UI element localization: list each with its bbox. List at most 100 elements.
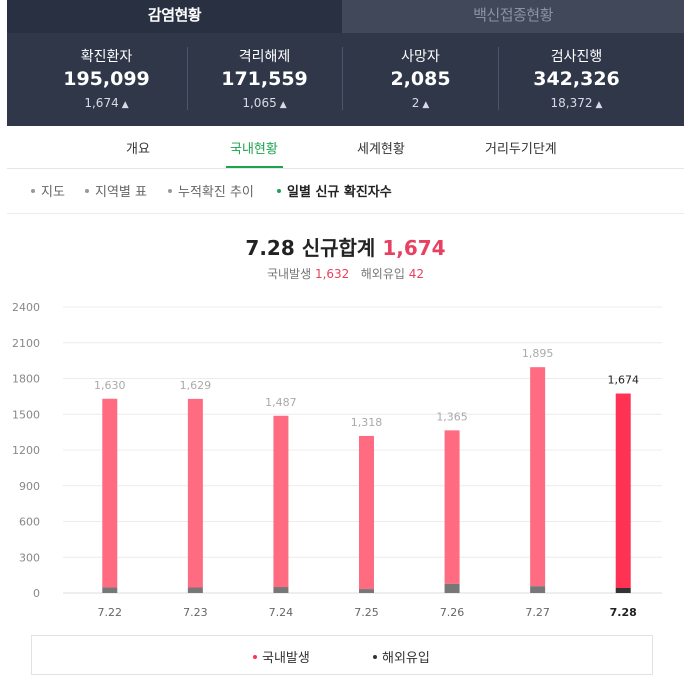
chip-regional-table[interactable]: 지역별 표 (85, 181, 147, 200)
x-tick-label: 7.23 (183, 606, 208, 619)
chip-daily-new-cases[interactable]: 일별 신규 확진자수 (277, 181, 392, 200)
up-arrow-icon: ▲ (279, 100, 287, 110)
subnav-overview[interactable]: 개요 (126, 142, 150, 157)
sub-navigation: 개요 국내현황 세계현황 거리두기단계 (7, 126, 684, 169)
tab-vaccination-status[interactable]: 백신접종현황 (342, 0, 684, 33)
covid-dashboard: 감염현황 백신접종현황 확진환자 195,099 1,674 ▲ 격리해제 171… (7, 0, 684, 690)
stat-label: 검사진행 (550, 49, 603, 65)
stat-value: 2,085 (390, 68, 451, 90)
bar-overseas (273, 587, 289, 593)
active-tab-underline (226, 166, 283, 168)
legend-overseas[interactable]: 해외유입 (373, 647, 430, 666)
legend-label: 국내발생 (262, 651, 310, 666)
domestic-value: 1,632 (314, 267, 350, 281)
stat-change: 2 ▲ (336, 96, 505, 110)
bar-domestic (615, 393, 631, 588)
summary-panel: 감염현황 백신접종현황 확진환자 195,099 1,674 ▲ 격리해제 171… (7, 0, 684, 126)
y-tick-label: 1500 (12, 408, 40, 421)
bar-domestic (359, 435, 374, 590)
bar-domestic (273, 415, 289, 588)
x-tick-label: 7.26 (440, 606, 465, 619)
bar-domestic (530, 367, 546, 587)
bar-overseas (187, 587, 203, 593)
up-arrow-icon: ▲ (121, 100, 129, 110)
stat-value: 171,559 (221, 68, 308, 90)
chip-map[interactable]: 지도 (31, 181, 65, 200)
bar-domestic (102, 398, 118, 588)
legend-domestic[interactable]: 국내발생 (253, 647, 310, 666)
stat-label: 격리해제 (238, 49, 291, 65)
stat-deaths: 사망자 2,085 2 ▲ (336, 33, 505, 126)
change-value: 2 (411, 96, 420, 110)
stat-value: 195,099 (63, 68, 150, 90)
bullet-icon (168, 188, 172, 193)
chart-legend: 국내발생 해외유입 (31, 635, 653, 675)
bullet-icon (277, 188, 281, 193)
stat-testing: 검사진행 342,326 18,372 ▲ (492, 33, 661, 126)
y-tick-label: 2100 (12, 337, 40, 350)
y-tick-label: 900 (19, 480, 40, 493)
stat-confirmed: 확진환자 195,099 1,674 ▲ (22, 33, 191, 126)
stat-change: 1,065 ▲ (180, 96, 349, 110)
bullet-icon (31, 188, 35, 193)
legend-dot-icon (373, 654, 377, 659)
bar-domestic (444, 430, 460, 584)
bar-overseas (102, 587, 118, 593)
stat-change: 18,372 ▲ (492, 96, 661, 110)
stat-value: 342,326 (533, 68, 620, 90)
legend-dot-icon (253, 654, 257, 659)
heading-total: 1,674 (382, 236, 446, 260)
daily-cases-chart: 0 300 600 900 1200 1500 1800 2100 2400 1,630 7.22 1… (12, 301, 662, 619)
y-tick-label: 2400 (12, 301, 40, 314)
chip-label: 누적확진 추이 (178, 185, 254, 200)
x-tick-label: 7.25 (354, 606, 379, 619)
view-selector: 지도 지역별 표 누적확진 추이 일별 신규 확진자수 (7, 169, 684, 214)
heading-prefix: 7.28 신규합계 (245, 236, 376, 260)
chip-label: 일별 신규 확진자수 (287, 185, 392, 200)
up-arrow-icon: ▲ (595, 100, 603, 110)
divider (498, 47, 499, 110)
domestic-label: 국내발생 (266, 267, 312, 281)
stat-label: 확진환자 (80, 49, 133, 65)
chip-cumulative-trend[interactable]: 누적확진 추이 (168, 181, 254, 200)
divider (187, 47, 188, 110)
subnav-world[interactable]: 세계현황 (357, 142, 405, 157)
x-tick-label: 7.27 (525, 606, 550, 619)
data-label: 1,487 (265, 396, 297, 409)
chip-label: 지역별 표 (95, 185, 147, 200)
y-tick-label: 1800 (12, 373, 40, 386)
chip-label: 지도 (41, 185, 65, 200)
bar-overseas (530, 586, 546, 593)
bar-overseas (444, 583, 460, 593)
stat-change: 1,674 ▲ (22, 96, 191, 110)
overseas-label: 해외유입 (360, 267, 405, 281)
subnav-domestic[interactable]: 국내현황 (230, 142, 278, 157)
stat-label: 사망자 (401, 49, 440, 65)
x-tick-label: 7.28 (610, 606, 637, 619)
chart-subheading: 국내발생 1,632 해외유입 42 (7, 265, 684, 282)
x-tick-label: 7.22 (98, 606, 123, 619)
change-value: 1,065 (242, 96, 277, 110)
y-tick-label: 600 (19, 516, 40, 529)
divider (342, 47, 343, 110)
tab-infection-status[interactable]: 감염현황 (7, 0, 342, 33)
data-label: 1,895 (522, 347, 554, 360)
y-tick-label: 0 (33, 587, 40, 600)
change-value: 1,674 (84, 96, 119, 110)
subnav-distancing-level[interactable]: 거리두기단계 (485, 142, 557, 157)
data-label: 1,318 (351, 416, 383, 429)
x-tick-label: 7.24 (269, 606, 294, 619)
data-label: 1,674 (607, 374, 639, 387)
overseas-value: 42 (408, 267, 425, 281)
up-arrow-icon: ▲ (422, 100, 430, 110)
bullet-icon (85, 188, 89, 193)
bar-overseas (359, 589, 374, 593)
chart-heading: 7.28 신규합계 1,674 (7, 232, 684, 261)
bar-overseas (615, 587, 631, 593)
data-label: 1,630 (94, 379, 126, 392)
legend-label: 해외유입 (382, 651, 430, 666)
data-label: 1,365 (436, 410, 468, 423)
bar-domestic (187, 398, 203, 588)
y-tick-label: 300 (19, 551, 40, 564)
data-label: 1,629 (180, 379, 212, 392)
